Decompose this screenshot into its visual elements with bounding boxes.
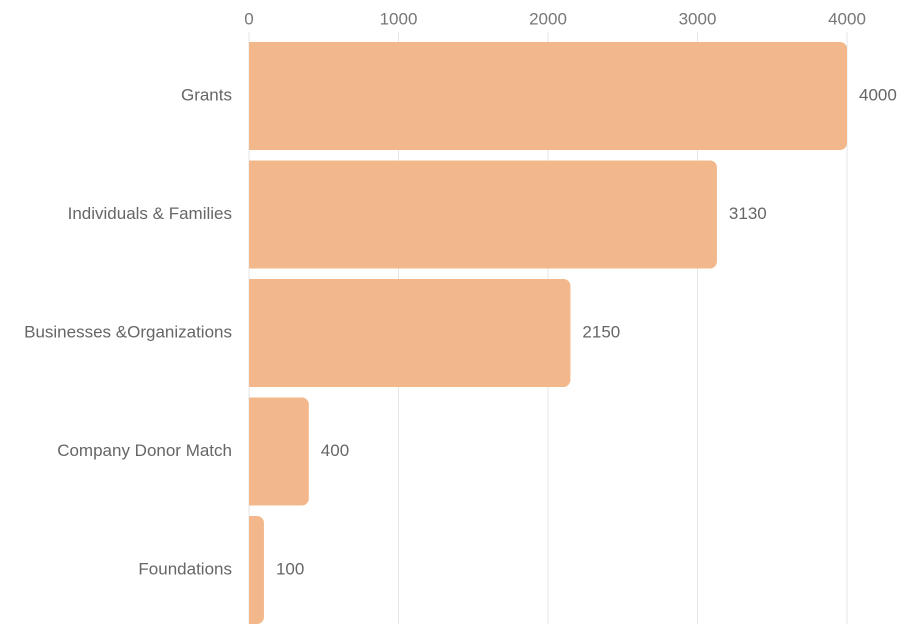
value-label: 3130	[729, 204, 767, 223]
y-tick-label: Company Donor Match	[57, 441, 232, 460]
bar	[249, 42, 847, 150]
x-tick-label: 1000	[380, 9, 418, 28]
value-label: 400	[321, 441, 349, 460]
y-tick-label: Grants	[181, 85, 232, 104]
bar	[249, 516, 264, 624]
y-tick-label: Foundations	[138, 559, 232, 578]
y-tick-label: Individuals & Families	[68, 204, 232, 223]
value-label: 100	[276, 559, 304, 578]
bar	[249, 279, 571, 387]
bar	[249, 397, 309, 506]
x-tick-label: 2000	[529, 9, 567, 28]
x-tick-label: 4000	[828, 9, 866, 28]
x-tick-label: 3000	[679, 9, 717, 28]
value-label: 4000	[859, 85, 897, 104]
value-label: 2150	[582, 322, 620, 341]
x-tick-label: 0	[244, 9, 253, 28]
bar	[249, 160, 717, 269]
y-tick-label: Businesses &Organizations	[24, 322, 232, 341]
